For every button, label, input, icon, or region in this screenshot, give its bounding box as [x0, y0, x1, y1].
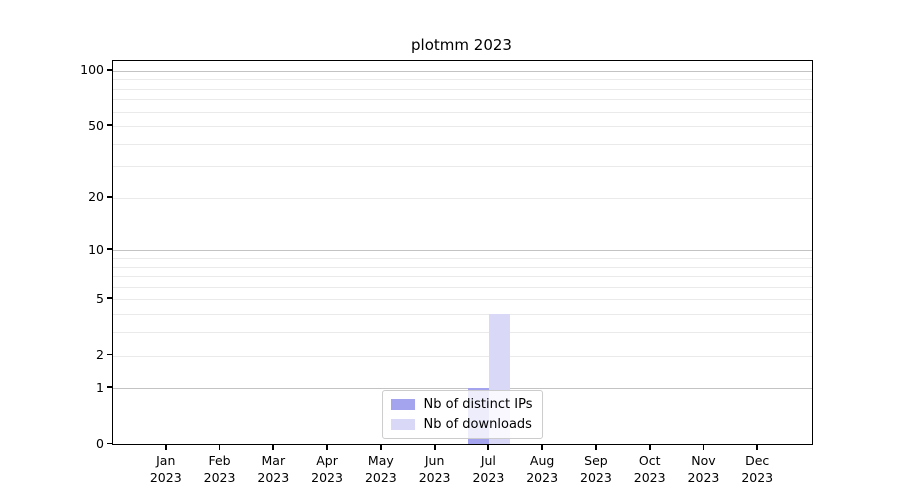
- x-tick-mark: [541, 445, 544, 451]
- x-tick-label: Feb 2023: [203, 452, 236, 485]
- x-tick-label: Jan 2023: [149, 452, 182, 485]
- x-tick-mark: [648, 445, 651, 451]
- legend-swatch-downloads-icon: [390, 419, 415, 430]
- gridline-minor: [113, 79, 812, 81]
- x-tick-label: May 2023: [364, 452, 397, 485]
- x-tick-label: Jun 2023: [418, 452, 451, 485]
- gridline-minor: [113, 99, 812, 101]
- y-tick-mark: [107, 386, 112, 389]
- y-tick-label: 2: [96, 347, 104, 362]
- y-tick-label: 100: [80, 62, 104, 78]
- chart-title: plotmm 2023: [411, 36, 512, 54]
- y-tick-label: 1: [96, 379, 104, 395]
- x-tick-mark: [756, 445, 759, 451]
- x-tick-label: Mar 2023: [257, 452, 290, 485]
- x-tick-label: Jul 2023: [472, 452, 505, 485]
- y-tick-label: 5: [96, 290, 104, 306]
- x-tick-mark: [379, 445, 382, 451]
- gridline-major: [113, 388, 812, 390]
- x-tick-label: Aug 2023: [526, 452, 559, 485]
- y-tick-mark: [107, 248, 112, 251]
- x-tick-mark: [487, 445, 490, 451]
- x-tick-mark: [326, 445, 328, 451]
- gridline-minor: [113, 197, 812, 199]
- gridline-major: [113, 70, 812, 72]
- gridline-minor: [113, 88, 812, 90]
- x-tick-label: Nov 2023: [687, 452, 720, 485]
- y-tick-label: 10: [88, 241, 104, 257]
- legend: Nb of distinct IPs Nb of downloads: [381, 390, 544, 439]
- gridline-minor: [113, 355, 812, 357]
- gridline-minor: [113, 126, 812, 127]
- x-tick-mark: [595, 445, 597, 451]
- x-tick-mark: [164, 445, 167, 451]
- gridline-minor: [113, 332, 812, 334]
- gridline-major: [113, 250, 812, 252]
- x-tick-label: Sep 2023: [580, 452, 612, 485]
- y-tick-mark: [107, 297, 112, 300]
- gridline-minor: [113, 276, 812, 278]
- plot-area: Nb of distinct IPs Nb of downloads: [112, 60, 813, 445]
- gridline-minor: [113, 257, 812, 259]
- gridline-minor: [113, 143, 812, 145]
- legend-label-downloads: Nb of downloads: [423, 417, 532, 432]
- y-tick-mark: [107, 442, 112, 445]
- x-tick-label: Apr 2023: [311, 452, 343, 485]
- x-tick-label: Oct 2023: [633, 452, 666, 485]
- x-tick-label: Dec 2023: [741, 452, 774, 485]
- x-tick-mark: [272, 445, 275, 451]
- y-tick-label: 20: [88, 189, 104, 205]
- gridline-minor: [113, 166, 812, 168]
- gridline-minor: [113, 266, 812, 268]
- y-tick-mark: [107, 124, 112, 126]
- legend-label-distinct-ips: Nb of distinct IPs: [423, 397, 533, 412]
- x-tick-mark: [433, 445, 436, 451]
- y-tick-label: 0: [96, 436, 104, 451]
- y-tick-mark: [107, 353, 112, 356]
- gridline-minor: [113, 111, 812, 113]
- legend-row-distinct-ips: Nb of distinct IPs: [390, 397, 533, 412]
- gridline-minor: [113, 286, 812, 288]
- gridline-minor: [113, 314, 812, 316]
- gridline-minor: [113, 299, 812, 301]
- x-tick-mark: [702, 445, 705, 451]
- x-tick-mark: [218, 445, 221, 451]
- y-tick-mark: [107, 68, 112, 71]
- y-tick-label: 50: [88, 117, 104, 133]
- legend-swatch-distinct-ips-icon: [390, 399, 415, 410]
- y-tick-mark: [107, 195, 112, 198]
- legend-row-downloads: Nb of downloads: [390, 417, 533, 432]
